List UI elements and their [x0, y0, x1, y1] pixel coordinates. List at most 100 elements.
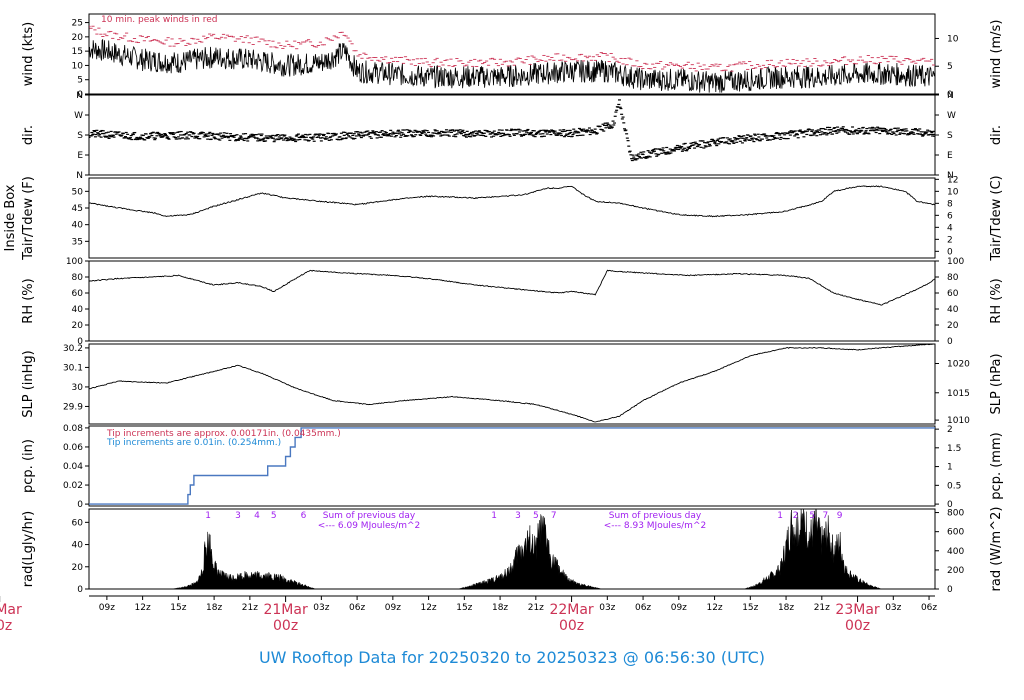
- wind-ylabel-right: wind (m/s): [989, 20, 1004, 89]
- temp-ylabel-right: Tair/Tdew (C): [989, 175, 1004, 261]
- rad-day-sum-line2: <--- 8.93 MJoules/m^2: [604, 521, 706, 531]
- day-label-time: 00z: [845, 618, 870, 634]
- x-tick-label: 06z: [349, 603, 365, 613]
- day-label-time: 00z: [0, 618, 12, 634]
- pcp-rtick-label: 0.5: [947, 481, 961, 491]
- uv-index-label: 9: [837, 511, 843, 521]
- rh-ylabel-right: RH (%): [989, 278, 1004, 323]
- rh-plot-area: [89, 269, 935, 306]
- rad-rtick-label: 600: [947, 528, 964, 538]
- uv-index-label: 5: [809, 511, 815, 521]
- dir-ytick-label: N: [76, 91, 83, 101]
- rh-ytick-label: 0: [77, 337, 83, 347]
- slp-rtick-label: 1020: [947, 360, 970, 370]
- wind-panel-frame: [88, 13, 936, 95]
- day-label-time: 00z: [559, 618, 584, 634]
- uv-index-label: 6: [301, 511, 307, 521]
- x-tick-label: 15z: [742, 603, 758, 613]
- pcp-ylabel-right: pcp. (mm): [989, 432, 1004, 499]
- pcp-rtick-label: 0: [947, 500, 953, 510]
- dir-ytick-label: S: [77, 131, 83, 141]
- rad-day-sum-line1: Sum of previous day: [323, 511, 416, 521]
- temp-rtick-label: 12: [947, 175, 958, 185]
- dir-ytick-label: N: [76, 171, 83, 181]
- rad-rtick-label: 0: [947, 585, 953, 595]
- wind-ytick-label: 0: [77, 90, 83, 100]
- uv-index-label: 5: [271, 511, 277, 521]
- x-tick-label: 12z: [135, 603, 151, 613]
- x-tick-label: 06z: [921, 603, 937, 613]
- rad-ytick-label: 20: [72, 563, 84, 573]
- rad-ytick-label: 40: [72, 541, 84, 551]
- wind-ytick-label: 10: [72, 61, 84, 71]
- pcp-series-line: [89, 427, 935, 505]
- pcp-note-tip: Tip increments are 0.01in. (0.254mm.): [106, 438, 281, 448]
- dir-rtick-label: S: [947, 131, 953, 141]
- temp-rtick-label: 2: [947, 235, 953, 245]
- temp-rtick-label: 4: [947, 223, 953, 233]
- rh-series-line: [89, 269, 935, 306]
- slp-ytick-label: 30.1: [63, 363, 83, 373]
- pcp-ytick-label: 0.06: [63, 443, 83, 453]
- dir-plot-area: [89, 99, 935, 162]
- temp-rtick-label: 0: [947, 247, 953, 257]
- dir-ylabel-right: dir.: [989, 125, 1004, 145]
- temp-ylabel-2: Inside Box: [3, 184, 18, 251]
- rh-ytick-label: 60: [72, 289, 84, 299]
- temp-rtick-label: 10: [947, 187, 959, 197]
- rh-ytick-label: 100: [66, 257, 83, 267]
- x-tick-label: 18z: [492, 603, 508, 613]
- slp-rtick-label: 1015: [947, 389, 970, 399]
- rh-ytick-label: 80: [72, 273, 84, 283]
- x-tick-label: 12z: [706, 603, 722, 613]
- wind-series-line: [89, 38, 935, 93]
- day-label: 21Mar: [263, 602, 307, 618]
- slp-ylabel-right: SLP (hPa): [989, 353, 1004, 414]
- slp-ylabel: SLP (inHg): [21, 350, 36, 418]
- rh-ylabel: RH (%): [21, 278, 36, 323]
- slp-plot-area: [89, 344, 935, 423]
- pcp-rtick-label: 1: [947, 463, 953, 473]
- uv-index-label: 3: [235, 511, 241, 521]
- temp-ytick-label: 35: [72, 237, 83, 247]
- temp-ytick-label: 50: [72, 187, 84, 197]
- uv-index-label: 5: [533, 511, 539, 521]
- x-tick-label: 21z: [242, 603, 258, 613]
- rh-rtick-label: 0: [947, 337, 953, 347]
- wind-rtick-label: 5: [947, 62, 953, 72]
- pcp-ytick-label: 0: [77, 500, 83, 510]
- day-label-time: 00z: [273, 618, 298, 634]
- pcp-ytick-label: 0.04: [63, 462, 83, 472]
- dir-rtick-label: N: [947, 171, 954, 181]
- rad-ylabel-right: rad (W/m^2): [989, 507, 1004, 592]
- day-label: 20Mar: [0, 602, 22, 618]
- temp-ytick-label: 40: [72, 221, 84, 231]
- uv-index-label: 1: [491, 511, 497, 521]
- rad-rtick-label: 200: [947, 566, 964, 576]
- day-label: 22Mar: [549, 602, 593, 618]
- rad-rtick-label: 400: [947, 547, 964, 557]
- footer-title: UW Rooftop Data for 20250320 to 20250323…: [258, 648, 766, 667]
- uv-index-label: 7: [551, 511, 557, 521]
- pcp-ylabel: pcp. (in): [21, 439, 36, 493]
- x-tick-label: 03z: [599, 603, 615, 613]
- x-tick-label: 06z: [635, 603, 651, 613]
- pcp-note-approx: Tip increments are approx. 0.00171in. (0…: [106, 429, 341, 439]
- temp-rtick-label: 6: [947, 211, 953, 221]
- rad-ytick-label: 60: [72, 518, 84, 528]
- rad-plot-area: [89, 509, 935, 589]
- wind-ytick-label: 25: [72, 19, 83, 29]
- dir-ytick-label: E: [77, 151, 83, 161]
- dir-rtick-label: W: [947, 111, 956, 121]
- x-tick-label: 15z: [170, 603, 186, 613]
- x-tick-label: 09z: [671, 603, 687, 613]
- temp-plot-area: [89, 185, 935, 218]
- x-tick-label: 03z: [885, 603, 901, 613]
- slp-rtick-label: 1010: [947, 416, 970, 426]
- x-tick-label: 15z: [456, 603, 472, 613]
- slp-ytick-label: 30.2: [63, 344, 83, 354]
- rh-rtick-label: 80: [947, 273, 959, 283]
- rad-rtick-label: 800: [947, 509, 964, 519]
- rh-ytick-label: 40: [72, 305, 84, 315]
